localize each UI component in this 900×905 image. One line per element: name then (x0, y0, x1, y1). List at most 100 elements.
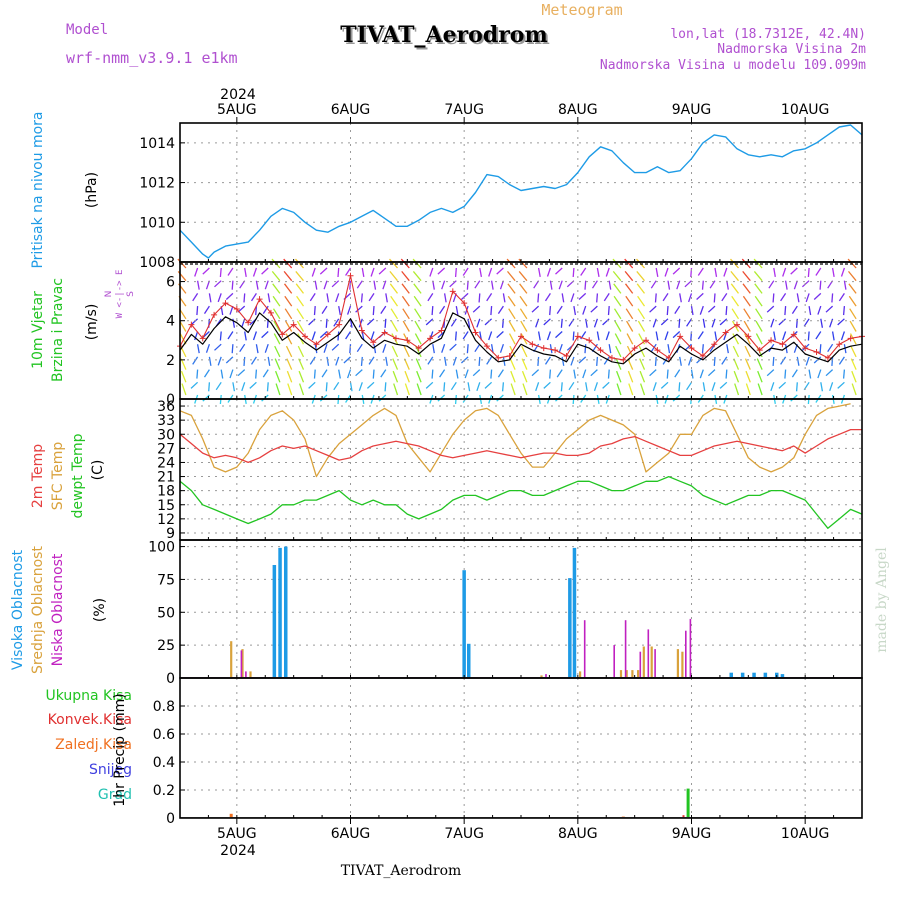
wind-vector (649, 305, 657, 313)
wind-vector (227, 267, 234, 276)
wind-vector (840, 331, 846, 341)
wind-vector (508, 308, 516, 320)
wind-vector (782, 331, 787, 341)
wind-vector (346, 305, 352, 315)
wind-vector (667, 280, 671, 290)
y-tick-label: 0 (166, 671, 175, 687)
wind-vector (753, 270, 763, 282)
y-tick-label: 21 (157, 470, 175, 486)
wind-vector (676, 280, 681, 290)
panel-frame (179, 261, 863, 400)
clouds-bar (681, 651, 684, 678)
sfc-temp-line (179, 403, 851, 478)
wind-vector (793, 280, 798, 290)
wind-vector (573, 305, 577, 316)
y-tick-label: 1010 (139, 215, 175, 231)
wind-vector (820, 318, 824, 328)
wind-vector (464, 369, 469, 379)
temp-ylabel-sfc: SFC Temp (50, 442, 66, 511)
gust-marker (404, 337, 411, 344)
wind-vector (555, 267, 563, 275)
clouds-bar (624, 620, 627, 678)
wind-vector (730, 283, 740, 294)
precip-bar (682, 815, 685, 818)
wind-vector (466, 280, 469, 290)
gust-marker (313, 341, 320, 348)
wind-vector (443, 356, 447, 366)
wind-vector (181, 383, 187, 396)
wind-vector (679, 293, 682, 303)
wind-vector (772, 356, 775, 366)
wind-vector (755, 333, 763, 345)
gust-marker (461, 300, 468, 307)
wind-vector (239, 343, 246, 353)
wind-vector (730, 270, 740, 282)
wind-vector (273, 320, 281, 332)
wind-vector (687, 356, 693, 366)
precip-bar (686, 788, 690, 818)
panel-frame (179, 398, 863, 541)
wind-vector (190, 381, 199, 389)
wind-vector (544, 356, 551, 365)
wind-vector (343, 356, 351, 364)
temp-2m-line (179, 428, 862, 464)
y-tick-label: 1012 (139, 176, 175, 192)
wind-vector (636, 283, 646, 294)
wind-vector (337, 267, 340, 278)
wind-vector (757, 370, 763, 383)
cloud-ylabel-low: Niska Oblacnost (50, 553, 66, 666)
wind-vector (721, 356, 728, 365)
wind-vector (402, 320, 410, 332)
wind-vector (613, 295, 622, 307)
wind-vector (731, 308, 740, 320)
wind-vector (180, 358, 187, 370)
wind-vector (849, 308, 857, 320)
wind-vector (250, 293, 257, 302)
wind-vector (732, 345, 740, 358)
wind-vector (208, 382, 211, 392)
wind-vector (441, 343, 446, 353)
wind-vector (756, 358, 763, 370)
wind-vector (537, 293, 540, 303)
clouds-bar (740, 672, 745, 678)
wind-vector (639, 358, 646, 370)
wind-vector (382, 343, 387, 353)
wind-vector (476, 382, 481, 392)
wind-vector (730, 258, 739, 269)
wind-vector (637, 295, 646, 307)
wind-vector (490, 280, 494, 290)
wind-vector (478, 293, 481, 303)
precip-ylabel: 1hr Precip (mm) (112, 693, 128, 806)
wind-vector (506, 270, 516, 282)
wind-vector (725, 306, 728, 316)
wind-vector (331, 343, 340, 351)
wind-vector (520, 320, 528, 332)
wind-vector (368, 356, 375, 365)
y-tick-label: 6 (166, 275, 175, 291)
wind-vector (582, 369, 587, 379)
wind-vector (360, 293, 363, 303)
wind-vector (412, 270, 422, 282)
wind-vector (441, 280, 446, 290)
wind-vector (355, 369, 363, 377)
wind-vector (613, 308, 622, 320)
wind-vector (808, 305, 812, 316)
clouds-bar (240, 650, 243, 678)
wind-vector (460, 292, 469, 300)
wind-vector (615, 345, 622, 358)
wind-vector (535, 318, 540, 328)
wind-vector (378, 394, 387, 402)
wind-vector (805, 293, 810, 303)
wind-vector (208, 356, 212, 366)
gust-marker (495, 354, 502, 361)
wind-vector (205, 343, 211, 353)
wind-vector (667, 344, 671, 354)
wind-vector (203, 305, 210, 314)
gust-marker (790, 331, 797, 338)
y-tick-label: 33 (157, 413, 175, 429)
clouds-bar (613, 645, 615, 678)
clouds-bar (647, 629, 650, 678)
wind-vector (232, 382, 236, 392)
wind-vector (831, 293, 834, 303)
